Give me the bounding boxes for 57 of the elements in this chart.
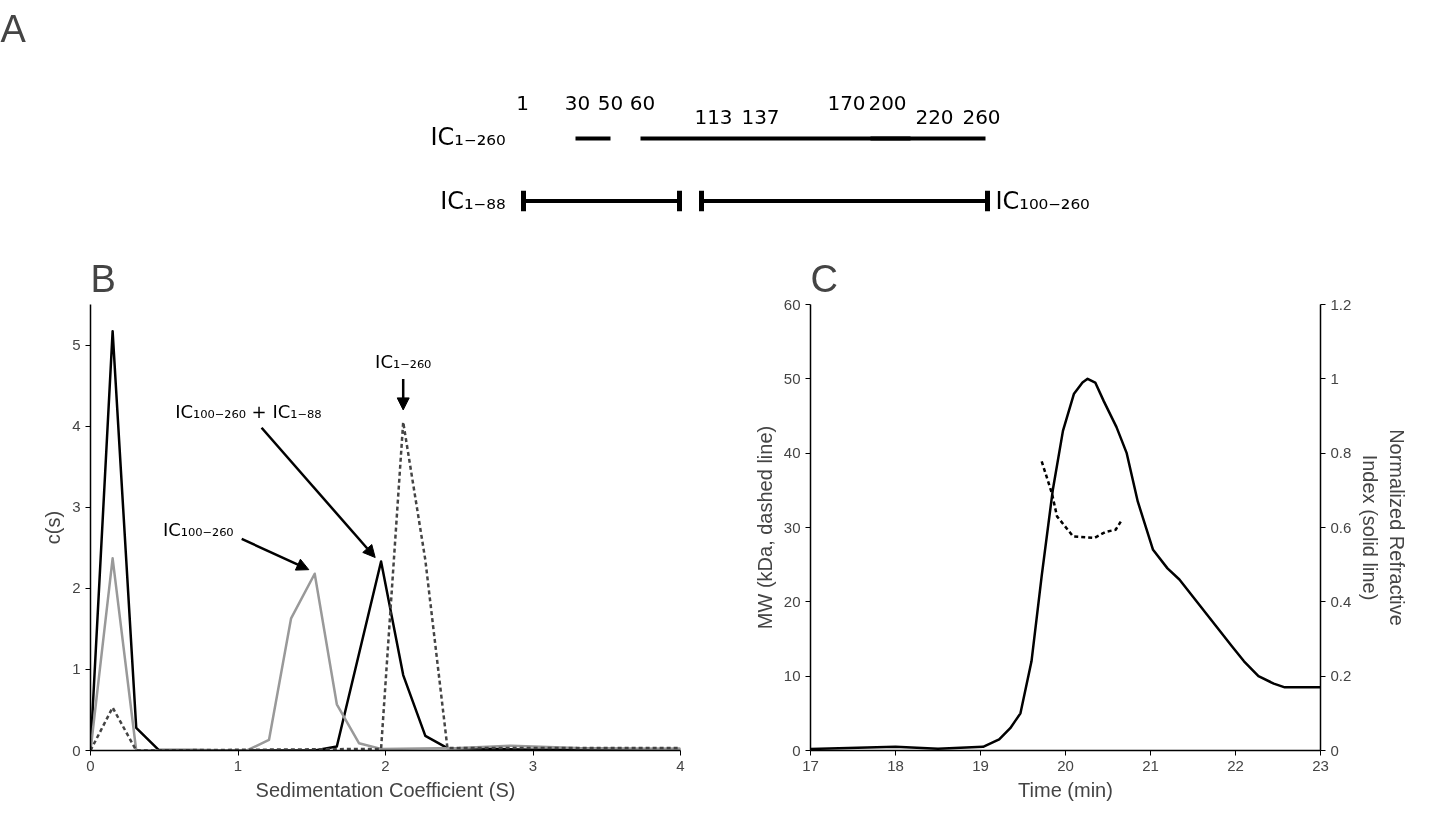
y-tick-label: 40 [783,444,801,462]
x-tick-label: 2 [381,756,390,774]
y-tick-label: 20 [783,592,801,610]
x-tick-label: 17 [802,756,819,774]
y2-tick-label: 0.4 [1330,592,1352,610]
text: 260 [962,105,1001,130]
text: IC₁₋₈₈ [440,187,506,216]
x-tick-label: 0 [86,756,95,774]
y2-tick-label: 1.2 [1330,295,1352,313]
y2-tick-label: 1 [1330,369,1339,387]
text: 50 [597,91,624,116]
text: 113 [694,105,733,130]
text: 60 [629,91,656,116]
y2-tick-label: 0.6 [1330,518,1352,536]
annotation: IC₁₀₀₋₂₆₀ [162,518,234,540]
y-tick-label: 1 [72,660,81,678]
y-tick-label: 2 [72,579,81,597]
y-tick-label: 50 [783,369,801,387]
y-axis-title: MW (kDa, dashed line) [753,425,776,630]
x-tick-label: 20 [1057,756,1074,774]
text: A [0,7,27,50]
x-tick-label: 4 [676,756,685,774]
annotation: IC₁₀₀₋₂₆₀ + IC₁₋₈₈ [175,401,322,423]
y-tick-label: 5 [72,336,81,354]
text: IC₁₋₂₆₀ [430,122,506,151]
y-tick-label: 0 [792,741,801,759]
y-tick-label: 3 [72,498,81,516]
x-tick-label: 18 [887,756,904,774]
y-axis-title: c(s) [42,510,65,545]
y-tick-label: 30 [783,518,801,536]
x-tick-label: 21 [1142,756,1159,774]
y2-tick-label: 0.2 [1330,667,1352,685]
y-tick-label: 0 [72,741,81,759]
chart-title: C [810,257,838,300]
text: 1 [516,91,529,116]
y-tick-label: 10 [783,667,801,685]
x-tick-label: 22 [1227,756,1244,774]
y2-tick-label: 0.8 [1330,444,1352,462]
y2-axis-title: Normalized Refractive Index (solid line) [1359,429,1408,626]
text: 200 [868,91,907,116]
x-tick-label: 23 [1312,756,1329,774]
text: 137 [741,105,780,130]
x-tick-label: 3 [528,756,538,774]
text: 220 [915,105,954,130]
annotation: IC₁₋₂₆₀ [375,350,432,372]
text: IC₁₀₀₋₂₆₀ [995,187,1090,216]
y-tick-label: 60 [783,295,801,313]
y-tick-label: 4 [72,417,81,435]
text: 30 [564,91,591,116]
x-axis-title: Time (min) [1018,778,1113,801]
chart-title: B [90,257,116,300]
line-series [1040,460,1122,540]
y2-tick-label: 0 [1330,741,1339,759]
x-tick-label: 1 [233,756,243,774]
x-axis-title: Sedimentation Coefficient (S) [255,778,516,801]
x-tick-label: 19 [972,756,989,774]
text: 170 [827,91,866,116]
